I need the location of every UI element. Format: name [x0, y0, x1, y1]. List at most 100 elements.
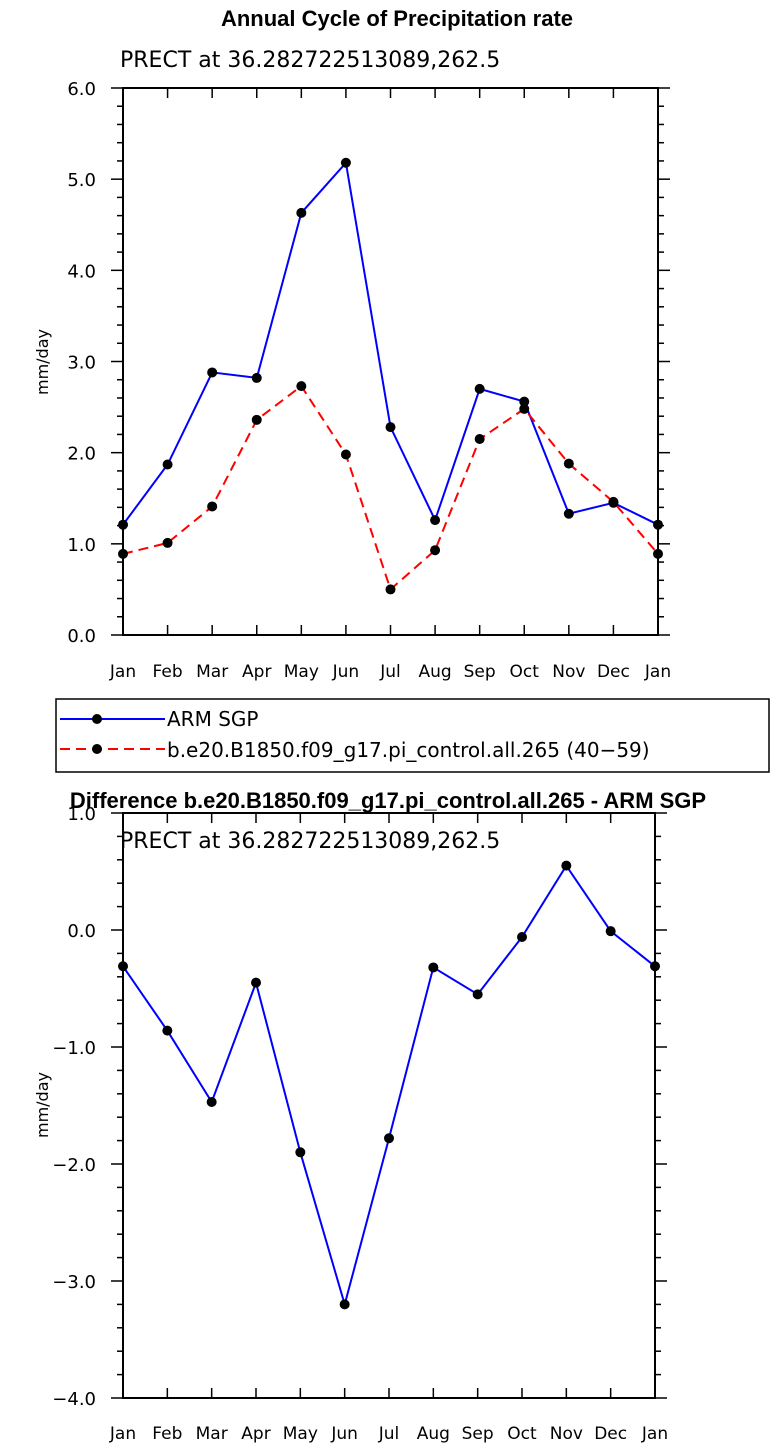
data-point: [206, 1096, 217, 1107]
legend-label-arm: ARM SGP: [167, 707, 258, 731]
legend-frame: [55, 698, 770, 773]
series-markers: [118, 157, 663, 595]
plot-frame: [122, 87, 659, 636]
data-point: [428, 962, 439, 973]
data-point: [650, 961, 660, 972]
data-point: [608, 496, 619, 507]
x-tick-label: Aug: [417, 1424, 450, 1444]
data-point: [385, 584, 396, 595]
chart-title: Difference b.e20.B1850.f09_g17.pi_contro…: [70, 788, 706, 813]
data-point: [296, 207, 307, 218]
chart-subtitle: PRECT at 36.282722513089,262.5: [120, 829, 500, 854]
annual-cycle-panel: Annual Cycle of Precipitation rate PRECT…: [33, 6, 671, 682]
x-tick-label: May: [283, 1424, 318, 1444]
data-point: [340, 157, 351, 168]
series-lines: [122, 160, 659, 592]
x-tick-label: Aug: [418, 662, 451, 682]
data-point: [653, 548, 663, 559]
y-axis-label: mm/day: [33, 1072, 52, 1138]
data-point: [519, 403, 530, 414]
y-tick-label: 3.0: [67, 353, 96, 374]
x-tick-label: Feb: [153, 662, 183, 682]
y-tick-label: 5.0: [67, 170, 96, 191]
data-point: [563, 458, 574, 469]
data-point: [605, 926, 616, 937]
data-point: [430, 515, 441, 526]
data-point: [472, 989, 483, 1000]
y-tick-label: 0.0: [67, 921, 96, 942]
data-point: [430, 545, 441, 556]
data-point: [295, 1147, 306, 1158]
data-point: [339, 1299, 350, 1310]
x-tick-label: Jul: [379, 662, 401, 682]
legend-marker-model: [92, 744, 102, 754]
tick-group: [111, 812, 667, 1399]
legend-label-model: b.e20.B1850.f09_g17.pi_control.all.265 (…: [167, 738, 650, 762]
x-tick-label: Apr: [242, 662, 271, 682]
series-line-0: [122, 160, 659, 526]
series-line-0: [122, 863, 656, 1309]
x-tick-label: Sep: [462, 1424, 494, 1444]
x-tick-label: Jun: [330, 1424, 358, 1444]
tick-group: [111, 87, 670, 636]
y-tick-label: 0.0: [67, 626, 96, 647]
difference-panel: Difference b.e20.B1850.f09_g17.pi_contro…: [33, 788, 706, 1444]
data-point: [118, 519, 128, 530]
data-point: [207, 501, 218, 512]
y-tick-label: 1.0: [67, 535, 96, 556]
data-point: [517, 932, 527, 943]
data-point: [296, 381, 307, 392]
x-tick-label: Mar: [196, 662, 228, 682]
data-point: [561, 860, 572, 871]
data-point: [162, 459, 173, 470]
data-point: [385, 422, 396, 433]
data-point: [251, 372, 262, 383]
series-markers: [118, 860, 660, 1310]
data-point: [519, 396, 530, 407]
chart-title: Annual Cycle of Precipitation rate: [221, 6, 573, 31]
x-tick-labels: Jan Feb Mar Apr May Jun Jul Aug Sep Oct Nov Dec Jan: [109, 662, 671, 682]
y-tick-label: 4.0: [67, 261, 96, 282]
data-point: [474, 383, 485, 394]
legend-marker-arm: [92, 714, 102, 724]
data-point: [118, 548, 128, 559]
x-tick-label: Apr: [241, 1424, 270, 1444]
chart-subtitle: PRECT at 36.282722513089,262.5: [120, 48, 500, 73]
y-tick-label: −3.0: [52, 1272, 96, 1293]
data-point: [207, 367, 218, 378]
y-tick-label: 6.0: [67, 79, 96, 100]
y-tick-label: 2.0: [67, 444, 96, 465]
x-tick-label: Mar: [196, 1424, 228, 1444]
x-tick-label: Nov: [550, 1424, 583, 1444]
y-tick-labels: −4.0 −3.0 −2.0 −1.0 0.0 1.0: [52, 804, 96, 1410]
legend: ARM SGP b.e20.B1850.f09_g17.pi_control.a…: [55, 698, 770, 773]
series-lines: [122, 863, 656, 1309]
x-tick-label: Jan: [644, 662, 671, 682]
y-tick-label: −1.0: [52, 1038, 96, 1059]
plot-frame: [122, 812, 656, 1399]
y-tick-label: −4.0: [52, 1389, 96, 1410]
data-point: [162, 537, 173, 548]
data-point: [162, 1025, 173, 1036]
data-point: [251, 414, 262, 425]
data-point: [474, 433, 485, 444]
x-tick-label: Jan: [109, 1424, 136, 1444]
x-tick-label: Jul: [378, 1424, 400, 1444]
x-tick-label: Jan: [109, 662, 136, 682]
x-tick-label: Jun: [332, 662, 360, 682]
series-line-1: [122, 384, 659, 592]
data-point: [251, 977, 261, 988]
x-tick-label: Sep: [464, 662, 496, 682]
x-tick-label: Jan: [641, 1424, 668, 1444]
x-tick-label: Oct: [507, 1424, 537, 1444]
x-tick-label: Oct: [510, 662, 540, 682]
data-point: [653, 519, 663, 530]
x-tick-label: Nov: [552, 662, 585, 682]
x-tick-label: May: [284, 662, 319, 682]
x-tick-labels: Jan Feb Mar Apr May Jun Jul Aug Sep Oct Nov Dec Jan: [109, 1424, 668, 1444]
y-tick-label: −2.0: [52, 1155, 96, 1176]
data-point: [563, 508, 574, 519]
y-tick-label: 1.0: [67, 804, 96, 825]
data-point: [384, 1133, 394, 1144]
